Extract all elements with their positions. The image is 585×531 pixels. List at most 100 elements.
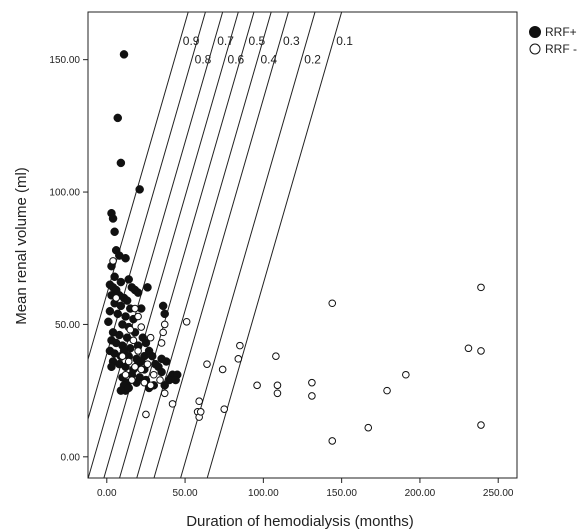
reference-lines	[88, 12, 343, 478]
point-rrf-negative	[160, 320, 169, 329]
x-tick-label: 0.00	[97, 488, 117, 499]
point-rrf-positive	[157, 354, 166, 364]
y-tick-label: 150.00	[49, 55, 80, 66]
point-rrf-negative	[159, 328, 167, 337]
point-rrf-negative	[272, 352, 280, 361]
reference-line-label: 0.4	[260, 53, 277, 67]
point-rrf-positive	[124, 383, 133, 393]
point-rrf-negative	[168, 400, 177, 408]
point-rrf-positive	[116, 158, 126, 168]
y-tick-label: 100.00	[49, 188, 80, 199]
point-rrf-negative	[131, 304, 139, 313]
legend: RRF+ RRF -	[529, 25, 577, 56]
reference-line-label: 0.5	[249, 34, 266, 48]
point-rrf-negative	[134, 347, 142, 355]
point-rrf-negative	[383, 386, 391, 395]
point-rrf-negative	[218, 365, 227, 374]
point-rrf-negative	[140, 378, 149, 387]
point-rrf-positive	[158, 301, 168, 311]
point-rrf-positive	[116, 301, 126, 311]
x-tick-label: 150.00	[326, 488, 357, 499]
point-rrf-positive	[110, 227, 119, 237]
point-rrf-negative	[149, 370, 158, 379]
plot-area-frame	[87, 11, 518, 479]
y-axis: 0.00 50.00 100.00 150.00	[49, 55, 88, 463]
reference-line-label: 0.7	[217, 34, 234, 48]
point-rrf-positive	[107, 362, 116, 372]
reference-line-label: 0.1	[336, 34, 353, 48]
point-rrf-negative	[477, 283, 485, 292]
point-rrf-positive	[171, 375, 180, 385]
point-rrf-negative	[402, 370, 410, 379]
point-rrf-positive	[133, 288, 143, 297]
point-rrf-negative	[156, 376, 164, 384]
legend-label: RRF -	[545, 42, 577, 56]
point-rrf-negative	[236, 341, 244, 350]
point-rrf-negative	[146, 333, 155, 342]
point-rrf-negative	[182, 317, 191, 326]
reference-line	[136, 12, 272, 478]
reference-line	[103, 12, 239, 478]
point-rrf-negative	[273, 381, 282, 390]
point-rrf-positive	[119, 50, 129, 59]
reference-line	[88, 12, 189, 362]
point-rrf-negative	[128, 376, 136, 384]
point-rrf-positive	[141, 338, 151, 348]
x-axis: 0.00 50.00 100.00 150.00 200.00 250.00	[97, 478, 514, 499]
point-rrf-negative	[137, 365, 146, 374]
reference-line-label: 0.2	[304, 53, 321, 67]
point-rrf-positive	[110, 272, 119, 282]
point-rrf-negative	[146, 381, 155, 390]
point-rrf-negative	[131, 362, 139, 371]
y-tick-label: 50.00	[55, 320, 80, 331]
point-rrf-positive	[113, 309, 122, 319]
point-rrf-positive	[135, 185, 144, 194]
legend-marker	[529, 26, 541, 38]
reference-line-label: 0.6	[228, 53, 245, 67]
reference-line	[88, 12, 206, 421]
point-rrf-negative	[196, 408, 205, 416]
reference-line	[153, 12, 289, 478]
point-rrf-negative	[124, 357, 133, 366]
point-rrf-negative	[137, 323, 146, 331]
reference-line-label: 0.9	[183, 34, 200, 48]
point-rrf-positive	[108, 214, 118, 223]
reference-line	[206, 12, 343, 478]
point-rrf-negative	[477, 347, 485, 355]
point-rrf-positive	[124, 275, 133, 284]
point-rrf-negative	[273, 389, 282, 398]
point-rrf-positive	[160, 381, 169, 390]
legend-label: RRF+	[545, 25, 577, 39]
point-rrf-positive	[105, 306, 115, 316]
x-axis-title: Duration of hemodialysis (months)	[186, 513, 414, 530]
point-rrf-positive	[113, 113, 122, 123]
reference-line-labels: 0.9 0.8 0.7 0.6 0.5 0.4 0.3 0.2 0.1	[183, 34, 353, 67]
point-rrf-negative	[328, 437, 337, 445]
point-rrf-positive	[121, 312, 130, 321]
reference-line	[88, 12, 224, 478]
point-rrf-negative	[464, 344, 473, 353]
point-rrf-negative	[477, 421, 485, 429]
reference-line-label: 0.3	[283, 34, 300, 48]
point-rrf-negative	[253, 381, 261, 390]
point-rrf-negative	[203, 360, 211, 368]
point-rrf-negative	[157, 339, 166, 347]
point-rrf-negative	[234, 355, 243, 363]
point-rrf-negative	[118, 352, 127, 361]
legend-marker	[529, 43, 541, 55]
point-rrf-positive	[116, 277, 126, 287]
reference-line	[180, 12, 316, 478]
x-tick-label: 250.00	[483, 488, 514, 499]
x-tick-label: 200.00	[405, 488, 436, 499]
y-axis-title: Mean renal volume (ml)	[13, 167, 30, 325]
x-tick-label: 100.00	[248, 488, 279, 499]
point-rrf-negative	[328, 299, 337, 308]
point-rrf-negative	[126, 325, 135, 334]
point-rrf-negative	[129, 336, 138, 345]
point-rrf-negative	[308, 392, 316, 400]
point-rrf-positive	[104, 317, 113, 327]
point-rrf-negative	[143, 360, 152, 368]
point-rrf-positive	[121, 253, 130, 263]
reference-line	[119, 12, 255, 478]
